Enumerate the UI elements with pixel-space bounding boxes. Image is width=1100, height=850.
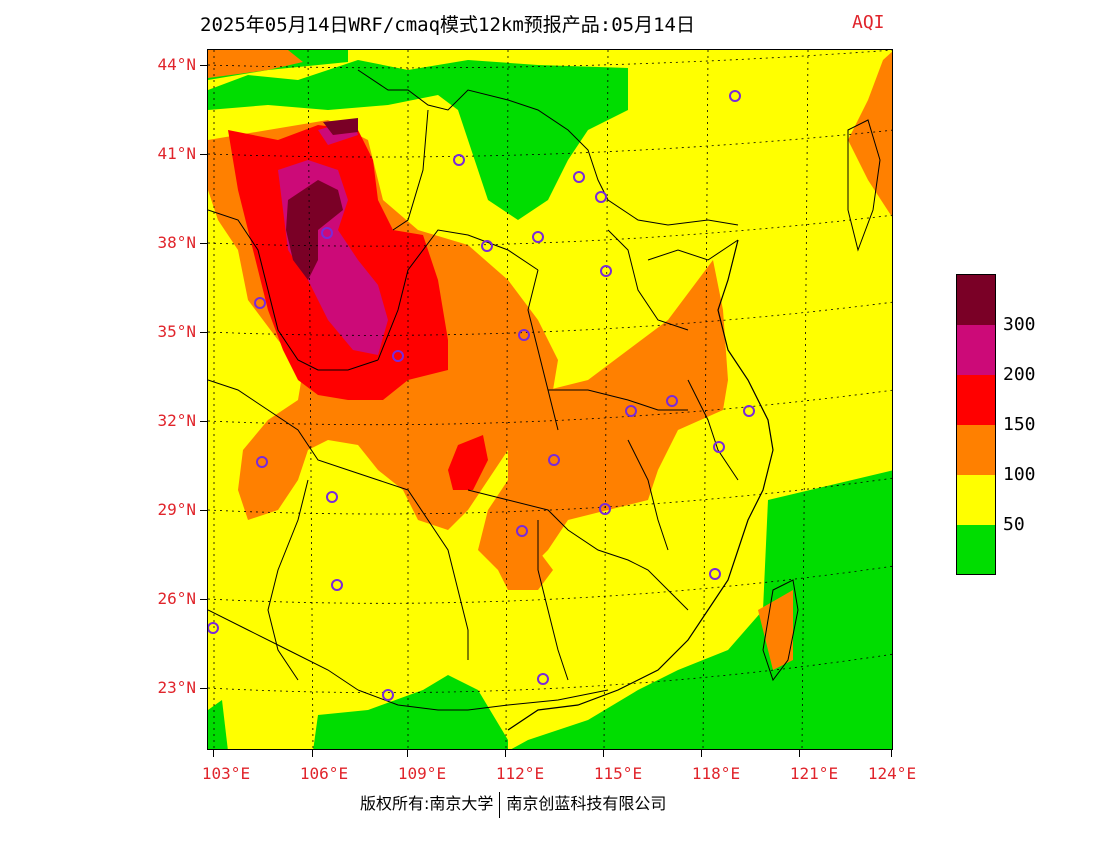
lat-label-26: 26°N xyxy=(157,589,196,608)
aqi-gt300-zone xyxy=(286,180,343,280)
legend-swatch-0-50 xyxy=(957,525,995,574)
legend-label-50: 50 xyxy=(1003,514,1025,535)
legend-swatch-200-300 xyxy=(957,325,995,375)
lon-label-103: 103°E xyxy=(201,764,251,783)
korea-outline xyxy=(847,119,881,252)
lon-label-124: 124°E xyxy=(867,764,917,783)
lon-label-115: 115°E xyxy=(593,764,643,783)
lat-label-44: 44°N xyxy=(157,55,196,74)
aqi-100-150-northeast xyxy=(848,51,892,217)
lon-label-106: 106°E xyxy=(299,764,349,783)
copyright-line: 版权所有:南京大学 南京创蓝科技有限公司 xyxy=(360,790,666,818)
lon-label-112: 112°E xyxy=(495,764,545,783)
aqi-0-50-south xyxy=(313,675,508,749)
station-markers xyxy=(208,90,755,701)
lon-label-118: 118°E xyxy=(691,764,741,783)
lat-label-32: 32°N xyxy=(157,411,196,430)
legend-label-100: 100 xyxy=(1003,464,1036,485)
legend-label-300: 300 xyxy=(1003,314,1036,335)
legend-swatch-50-100 xyxy=(957,475,995,525)
aqi-0-50-sea xyxy=(511,470,892,749)
variable-label: AQI xyxy=(852,12,885,33)
legend-label-150: 150 xyxy=(1003,414,1036,435)
legend-label-200: 200 xyxy=(1003,364,1036,385)
map-title: 2025年05月14日WRF/cmaq模式12km预报产品:05月14日 xyxy=(200,14,695,36)
coastline xyxy=(507,239,774,731)
legend-swatch-gt300 xyxy=(957,275,995,325)
lon-label-121: 121°E xyxy=(789,764,839,783)
aqi-forecast-map xyxy=(207,49,893,750)
map-canvas xyxy=(208,50,892,749)
copyright-divider xyxy=(499,791,501,818)
lat-label-41: 41°N xyxy=(157,144,196,163)
taiwan-outline xyxy=(762,579,799,682)
lon-label-109: 109°E xyxy=(397,764,447,783)
legend-swatch-150-200 xyxy=(957,375,995,425)
lat-label-23: 23°N xyxy=(157,678,196,697)
aqi-legend xyxy=(956,274,996,575)
aqi-100-150-east xyxy=(478,260,728,570)
lat-label-35: 35°N xyxy=(157,322,196,341)
legend-swatch-100-150 xyxy=(957,425,995,475)
province-boundaries xyxy=(208,69,739,711)
copyright-owner: 版权所有:南京大学 xyxy=(360,794,494,813)
lat-label-29: 29°N xyxy=(157,500,196,519)
copyright-company: 南京创蓝科技有限公司 xyxy=(506,794,667,813)
aqi-0-50-north xyxy=(208,60,628,220)
lat-label-38: 38°N xyxy=(157,233,196,252)
graticule xyxy=(208,50,892,749)
